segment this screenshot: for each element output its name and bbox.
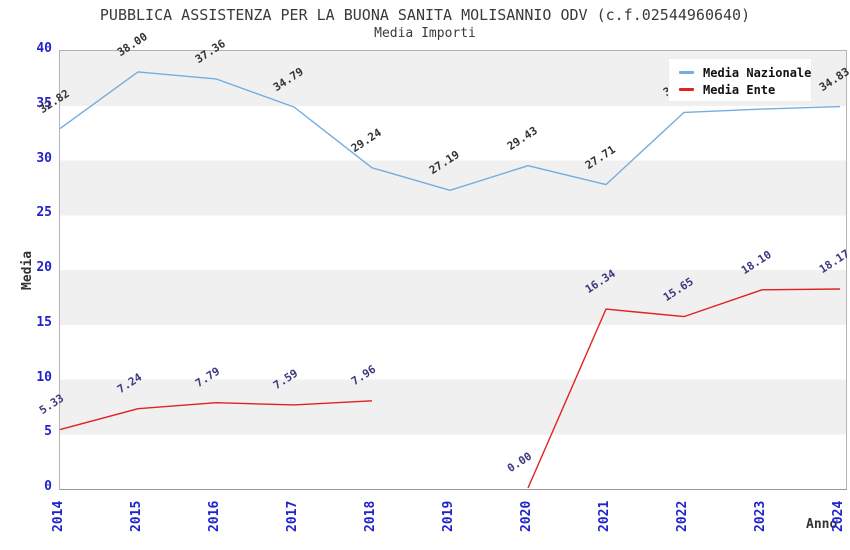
media-nazionale-line-swatch bbox=[679, 71, 694, 74]
series-line bbox=[59, 288, 841, 488]
x-tick-label: 2023 bbox=[753, 500, 768, 532]
media-ente-line-swatch bbox=[679, 88, 694, 91]
legend-label: Media Nazionale bbox=[703, 65, 812, 80]
y-tick-label: 0 bbox=[44, 479, 52, 494]
plot-area bbox=[59, 50, 847, 490]
x-tick-label: 2021 bbox=[597, 500, 612, 532]
x-tick-label: 2019 bbox=[441, 500, 456, 532]
x-tick-label: 2022 bbox=[675, 500, 690, 532]
x-tick-label: 2016 bbox=[207, 500, 222, 532]
legend-label: Media Ente bbox=[703, 82, 776, 97]
y-tick-label: 35 bbox=[36, 95, 52, 111]
y-tick-label: 20 bbox=[36, 260, 52, 275]
legend-item-media-nazionale: Media Nazionale bbox=[679, 64, 811, 81]
x-tick-label: 2015 bbox=[129, 500, 144, 532]
y-tick-label: 25 bbox=[36, 205, 52, 221]
chart-subtitle: Media Importi bbox=[374, 26, 476, 41]
y-tick-label: 5 bbox=[44, 424, 52, 440]
y-tick-label: 40 bbox=[36, 41, 52, 56]
y-tick-label: 10 bbox=[36, 369, 52, 385]
x-tick-label: 2017 bbox=[285, 500, 300, 532]
y-tick-label: 30 bbox=[36, 150, 52, 166]
x-tick-label: 2018 bbox=[363, 500, 378, 532]
x-axis-title: Anno bbox=[806, 517, 838, 532]
series-lines bbox=[59, 71, 841, 488]
x-tick-label: 2020 bbox=[519, 500, 534, 532]
x-tick-label: 2014 bbox=[51, 500, 66, 532]
chart-title: PUBBLICA ASSISTENZA PER LA BUONA SANITA … bbox=[99, 6, 751, 24]
legend: Media Nazionale Media Ente bbox=[668, 58, 812, 102]
legend-item-media-ente: Media Ente bbox=[679, 81, 811, 98]
series-line bbox=[59, 71, 841, 191]
y-tick-label: 15 bbox=[36, 314, 52, 330]
x-tick-label: 2024 bbox=[831, 500, 846, 532]
